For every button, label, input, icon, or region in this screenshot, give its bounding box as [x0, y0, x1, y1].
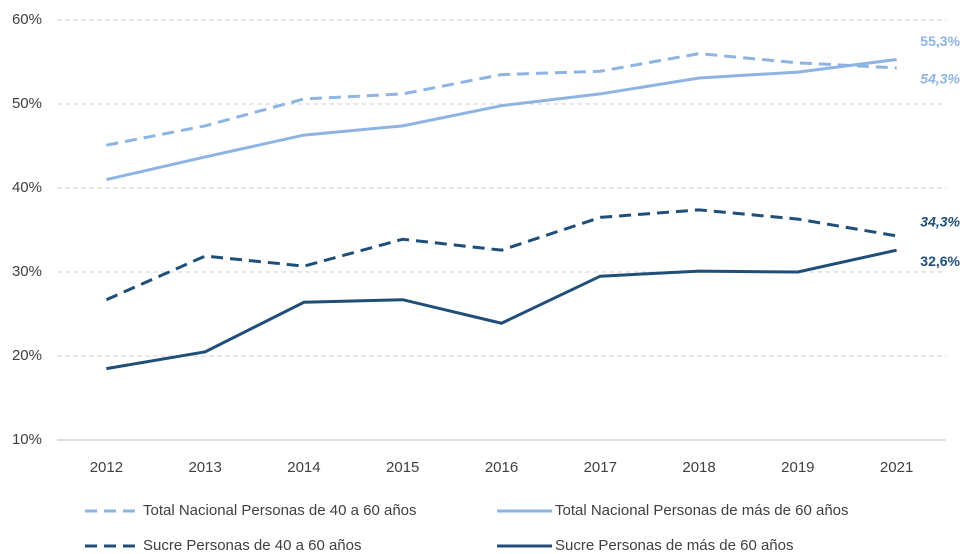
series-line: [105, 208, 897, 302]
data-label: 55,3%: [920, 33, 960, 49]
data-label: 54,3%: [920, 71, 960, 87]
y-tick-label: 10%: [12, 431, 42, 448]
y-tick-label: 30%: [12, 263, 42, 280]
x-tick-label: 2013: [188, 459, 221, 476]
x-tick-label: 2018: [682, 459, 715, 476]
series-line: [106, 248, 897, 371]
y-tick-label: 20%: [12, 347, 42, 364]
y-tick-label: 40%: [12, 179, 42, 196]
x-tick-label: 2016: [485, 459, 518, 476]
x-tick-label: 2021: [880, 459, 913, 476]
data-label: 32,6%: [920, 253, 960, 269]
x-tick-label: 2017: [584, 459, 617, 476]
series-line: [106, 52, 897, 147]
data-label: 34,3%: [920, 214, 960, 230]
legend-label: Total Nacional Personas de 40 a 60 años: [143, 502, 417, 519]
x-tick-label: 2014: [287, 459, 320, 476]
series-line: [106, 57, 897, 182]
legend-label: Sucre Personas de más de 60 años: [555, 537, 793, 554]
y-tick-label: 60%: [12, 11, 42, 28]
x-tick-label: 2019: [781, 459, 814, 476]
y-tick-label: 50%: [12, 95, 42, 112]
x-tick-label: 2015: [386, 459, 419, 476]
x-tick-label: 2012: [90, 459, 123, 476]
legend-label: Total Nacional Personas de más de 60 año…: [555, 502, 849, 519]
legend-label: Sucre Personas de 40 a 60 años: [143, 537, 361, 554]
